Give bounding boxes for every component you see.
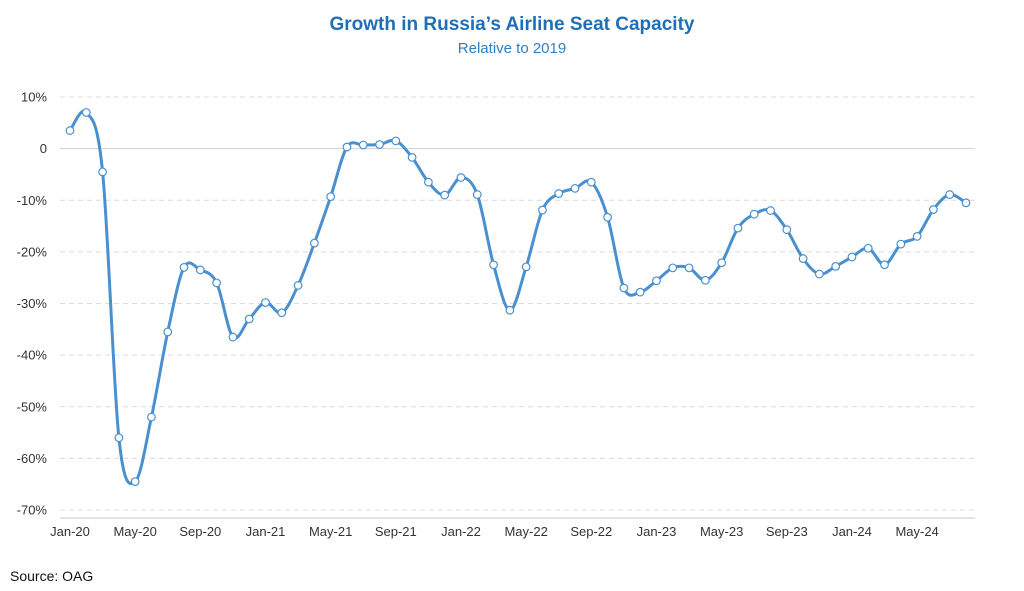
data-point: [863, 243, 873, 253]
chart-subtitle: Relative to 2019: [458, 40, 566, 57]
x-tick-label: Sep-23: [766, 524, 808, 539]
y-tick-label: -70%: [17, 503, 48, 518]
x-tick-label: May-21: [309, 524, 352, 539]
data-point: [831, 261, 841, 271]
data-point: [961, 198, 971, 208]
data-point: [309, 238, 319, 248]
data-point: [424, 177, 433, 187]
x-tick-label: Sep-21: [375, 524, 417, 539]
data-point: [880, 260, 889, 270]
data-point: [163, 327, 173, 337]
y-tick-label: -10%: [17, 193, 48, 208]
data-point: [358, 140, 368, 150]
x-tick-label: Jan-22: [441, 524, 481, 539]
data-point: [929, 205, 938, 214]
data-point: [521, 262, 531, 272]
data-point: [293, 281, 303, 290]
data-point: [489, 260, 498, 270]
data-point: [195, 265, 205, 275]
data-point: [114, 433, 124, 443]
data-point: [570, 183, 580, 193]
data-point: [277, 308, 287, 318]
data-point: [391, 136, 401, 146]
y-tick-label: -30%: [17, 296, 48, 311]
x-tick-label: May-24: [895, 524, 938, 539]
data-point: [668, 263, 678, 273]
x-tick-label: Sep-20: [179, 524, 221, 539]
data-point: [81, 108, 91, 117]
x-tick-label: Jan-20: [50, 524, 90, 539]
data-point: [717, 258, 727, 268]
data-point: [212, 278, 222, 288]
data-point: [456, 173, 466, 182]
data-point: [342, 142, 352, 152]
data-point: [244, 314, 254, 324]
data-point: [912, 231, 922, 241]
y-tick-label: 0: [40, 141, 47, 156]
data-point: [228, 332, 238, 342]
data-point: [766, 206, 775, 215]
data-point: [472, 190, 482, 199]
data-point: [261, 298, 270, 307]
x-tick-label: Jan-24: [832, 524, 872, 539]
data-point: [603, 212, 612, 222]
data-point: [684, 263, 694, 273]
data-point: [814, 269, 824, 279]
data-point: [538, 205, 547, 215]
data-point: [700, 275, 710, 285]
data-point: [65, 126, 75, 135]
data-point: [147, 412, 156, 422]
data-point: [619, 283, 629, 293]
data-point: [945, 190, 955, 199]
data-point: [505, 305, 515, 315]
source-note: Source: OAG: [10, 568, 93, 584]
y-tick-label: -20%: [17, 244, 48, 259]
y-tick-label: -50%: [17, 399, 48, 414]
data-point: [733, 223, 743, 233]
data-point: [326, 192, 336, 202]
chart-title: Growth in Russia’s Airline Seat Capacity: [330, 14, 695, 35]
data-point: [635, 287, 645, 297]
x-axis-tick-labels: Jan-20 May-20 Sep-20 Jan-21 May-21 Sep-21 Jan-…: [50, 524, 939, 539]
data-point: [847, 252, 857, 262]
data-point: [98, 167, 107, 177]
data-point: [896, 239, 906, 249]
data-point: [375, 140, 384, 149]
y-axis-tick-labels: 10% 0 -10% -20% -30% -40% -50% -60% -70%: [17, 90, 48, 518]
data-point: [407, 153, 417, 162]
series-group: [65, 108, 971, 487]
data-point: [586, 177, 596, 187]
data-point: [782, 225, 792, 235]
data-point: [652, 276, 661, 286]
x-tick-label: May-23: [700, 524, 743, 539]
data-point: [554, 189, 564, 198]
data-point: [179, 262, 189, 272]
data-point: [440, 190, 450, 200]
y-tick-label: 10%: [21, 90, 47, 105]
data-point: [130, 477, 140, 487]
gridlines: [60, 96, 975, 511]
x-tick-label: May-20: [113, 524, 156, 539]
data-point: [798, 254, 808, 263]
x-tick-label: May-22: [504, 524, 547, 539]
data-point: [749, 209, 759, 219]
y-tick-label: -40%: [17, 348, 48, 363]
x-tick-label: Jan-23: [637, 524, 677, 539]
x-tick-label: Jan-21: [246, 524, 286, 539]
series-line: [68, 109, 968, 485]
y-tick-label: -60%: [17, 451, 48, 466]
x-tick-label: Sep-22: [570, 524, 612, 539]
